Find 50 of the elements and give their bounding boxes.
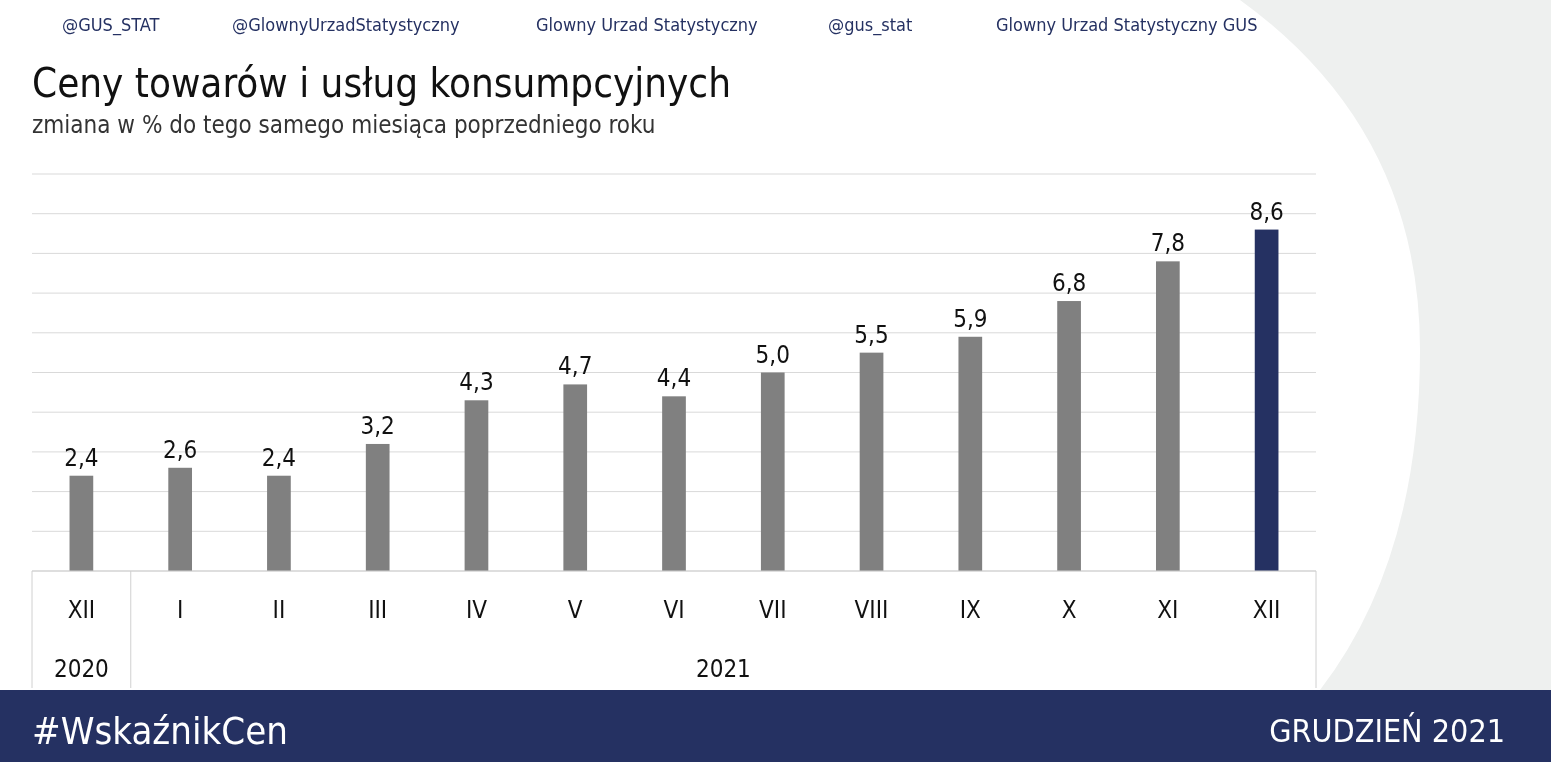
x-tick-label: X	[1061, 596, 1077, 624]
bar	[859, 352, 884, 571]
bar	[365, 443, 390, 571]
text: @GlownyUrzadStatystyczny	[232, 14, 460, 35]
bar	[69, 475, 94, 571]
bar	[1155, 261, 1180, 571]
bar	[267, 475, 291, 571]
bar	[662, 396, 686, 571]
x-tick-label: I	[176, 596, 184, 624]
data-label: 3,2	[360, 411, 395, 440]
x-tick-label: XI	[1157, 596, 1179, 624]
x-tick-label: VI	[663, 596, 685, 624]
text: #WskaźnikCen	[32, 709, 288, 753]
bar	[168, 467, 193, 571]
chart-title: Ceny towarów i usług konsumpcyjnych	[32, 60, 731, 106]
bar	[1057, 301, 1081, 571]
bar	[760, 372, 785, 571]
data-label: 5,0	[755, 340, 790, 369]
data-label: 4,7	[558, 352, 593, 381]
x-tick-label: III	[368, 596, 388, 624]
data-label: 2,4	[261, 443, 297, 472]
data-label: 4,4	[656, 364, 692, 393]
chart-subtitle: zmiana w % do tego samego miesiąca poprzedniego roku	[32, 111, 656, 139]
bar	[464, 400, 489, 571]
data-label: 6,8	[1051, 269, 1087, 298]
data-label: 5,5	[854, 320, 889, 349]
x-tick-label: XII	[1252, 596, 1281, 624]
text: @gus_stat	[828, 14, 913, 36]
text: Glowny Urzad Statystyczny GUS	[996, 14, 1258, 35]
text: GRUDZIEŃ 2021	[1269, 712, 1505, 750]
text: 2020	[53, 655, 109, 683]
x-tick-label: VIII	[854, 596, 889, 624]
data-label: 4,3	[459, 368, 494, 397]
text: @GUS_STAT	[62, 14, 160, 36]
text: Glowny Urzad Statystyczny	[536, 14, 759, 35]
data-label: 2,4	[64, 443, 99, 472]
bar	[563, 384, 588, 571]
data-label: 2,6	[162, 435, 198, 464]
text: 2021	[695, 655, 751, 683]
x-tick-label: II	[272, 596, 286, 624]
bar	[1254, 229, 1279, 571]
data-label: 5,9	[953, 304, 988, 333]
x-tick-label: IV	[465, 596, 488, 624]
x-tick-label: IX	[959, 596, 982, 624]
x-tick-label: V	[567, 596, 583, 624]
x-tick-label: XII	[67, 596, 96, 624]
data-label: 8,6	[1249, 197, 1284, 226]
bar	[958, 336, 983, 571]
data-label: 7,8	[1150, 229, 1186, 258]
x-tick-label: VII	[759, 596, 787, 624]
